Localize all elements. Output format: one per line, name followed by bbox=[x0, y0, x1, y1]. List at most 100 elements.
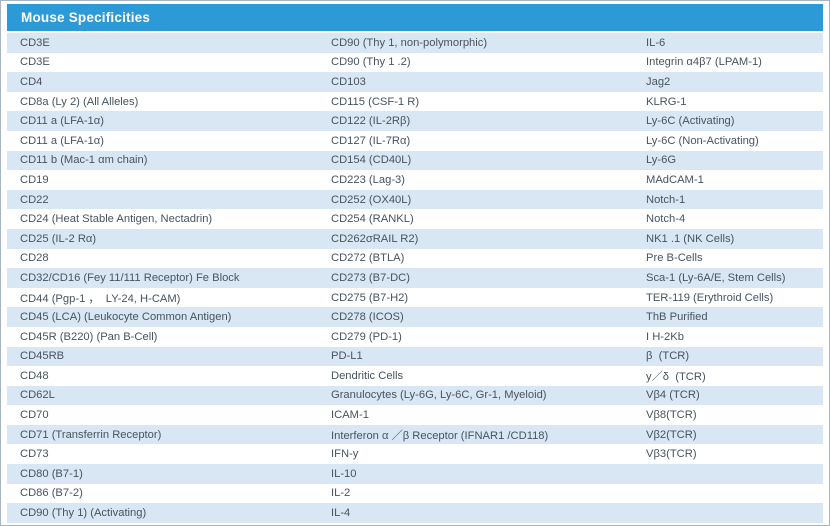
table-cell: CD11 a (LFA-1α) bbox=[20, 115, 104, 128]
table-cell: ThB Purified bbox=[646, 311, 708, 324]
table-row: CD4 CD103 Jag2 bbox=[7, 72, 823, 92]
table-cell: CD262σRAIL R2) bbox=[331, 232, 419, 245]
table-cell: CD103 bbox=[331, 75, 366, 88]
table-body: CD3E CD90 (Thy 1, non-polymorphic) IL-6 CD3… bbox=[7, 33, 823, 523]
table-cell: Ly-6C (Non-Activating) bbox=[646, 134, 759, 147]
table-cell: CD45 (LCA) (Leukocyte Common Antigen) bbox=[20, 311, 232, 324]
table-cell: CD11 b (Mac-1 αm chain) bbox=[20, 154, 148, 167]
table-row: CD11 b (Mac-1 αm chain) CD154 (CD40L) Ly-6… bbox=[7, 150, 823, 171]
table-row: CD28 CD272 (BTLA) Pre B-Cells bbox=[7, 248, 823, 269]
table-row: CD8a (Ly 2) (All Alleles) CD115 (CSF-1 R)… bbox=[7, 91, 823, 112]
table-cell: Interferon α ／β Receptor (IFNAR1 /CD118) bbox=[331, 429, 549, 442]
table-cell: CD45R (B220) (Pan B-Cell) bbox=[20, 330, 158, 343]
table-cell: CD223 (Lag-3) bbox=[331, 173, 405, 186]
table-row: CD25 (IL-2 Rα) CD262σRAIL R2) NK1 .1 (NK C… bbox=[7, 228, 823, 249]
table-cell: PD-L1 bbox=[331, 350, 363, 363]
table-cell: Jag2 bbox=[646, 75, 671, 88]
table-cell: CD8a (Ly 2) (All Alleles) bbox=[20, 95, 139, 108]
table-cell: Vβ3(TCR) bbox=[646, 448, 697, 461]
table-row: CD3E CD90 (Thy 1 .2) Integrin α4β7 (LPAM-1… bbox=[7, 52, 823, 73]
table-cell: CD252 (OX40L) bbox=[331, 193, 412, 206]
table-row: CD24 (Heat Stable Antigen, Nectadrin) CD2… bbox=[7, 209, 823, 229]
table-cell: ICAM-1 bbox=[331, 409, 369, 422]
table-cell: CD19 bbox=[20, 173, 49, 186]
table-cell: CD45RB bbox=[20, 350, 65, 363]
table-cell: CD22 bbox=[20, 193, 49, 206]
table-row: CD71 (Transferrin Receptor) Interferon α … bbox=[7, 424, 823, 445]
table-cell: CD28 bbox=[20, 252, 49, 265]
table-cell: CD3E bbox=[20, 36, 50, 49]
table-cell: IL-6 bbox=[646, 36, 666, 49]
table-cell: y／δ (TCR) bbox=[646, 370, 706, 383]
table-cell: Vβ4 (TCR) bbox=[646, 389, 700, 402]
table-cell: CD25 (IL-2 Rα) bbox=[20, 232, 97, 245]
table-row: CD11 a (LFA-1α) CD122 (IL-2Rβ) Ly-6C (Acti… bbox=[7, 111, 823, 131]
table-cell: CD62L bbox=[20, 389, 55, 402]
table-cell: Pre B-Cells bbox=[646, 252, 703, 265]
table-cell: I H-2Kb bbox=[646, 330, 684, 343]
table-row: CD32/CD16 (Fey 11/111 Receptor) Fe Block… bbox=[7, 268, 823, 288]
table-cell: CD32/CD16 (Fey 11/111 Receptor) Fe Block bbox=[20, 271, 240, 284]
table-cell: Sca-1 (Ly-6A/E, Stem Cells) bbox=[646, 271, 786, 284]
table-cell: CD24 (Heat Stable Antigen, Nectadrin) bbox=[20, 213, 213, 226]
table-cell: IL-4 bbox=[331, 507, 351, 520]
table-row: CD45RB PD-L1 β (TCR) bbox=[7, 346, 823, 367]
table-row: CD45 (LCA) (Leukocyte Common Antigen) CD2… bbox=[7, 307, 823, 327]
table-cell: TER-119 (Erythroid Cells) bbox=[646, 291, 774, 304]
table-cell: CD90 (Thy 1) (Activating) bbox=[20, 507, 147, 520]
table-cell: CD73 bbox=[20, 448, 49, 461]
table-title: Mouse Specificities bbox=[21, 10, 151, 25]
table-cell: CD90 (Thy 1, non-polymorphic) bbox=[331, 36, 488, 49]
table-cell: Vβ2(TCR) bbox=[646, 428, 697, 441]
table-cell: CD275 (B7-H2) bbox=[331, 291, 409, 304]
table-header: Mouse Specificities bbox=[7, 4, 823, 31]
table-row: CD11 a (LFA-1α) CD127 (IL-7Rα) Ly-6C (Non-… bbox=[7, 130, 823, 151]
table-cell: CD71 (Transferrin Receptor) bbox=[20, 428, 162, 441]
table-cell: IFN-y bbox=[331, 448, 359, 461]
table-cell: CD154 (CD40L) bbox=[331, 154, 412, 167]
table-cell: Ly-6G bbox=[646, 154, 677, 167]
table-row: CD22 CD252 (OX40L) Notch-1 bbox=[7, 189, 823, 210]
table-cell: Ly-6C (Activating) bbox=[646, 115, 735, 128]
table-row: CD48 Dendritic Cells y／δ (TCR) bbox=[7, 366, 823, 386]
table-cell: Notch-4 bbox=[646, 213, 686, 226]
table-row: CD3E CD90 (Thy 1, non-polymorphic) IL-6 bbox=[7, 33, 823, 53]
table-cell: β (TCR) bbox=[646, 350, 690, 363]
table-cell: Dendritic Cells bbox=[331, 369, 404, 382]
table-cell: CD3E bbox=[20, 56, 50, 69]
table-cell: IL-2 bbox=[331, 487, 351, 500]
table-cell: CD279 (PD-1) bbox=[331, 330, 402, 343]
table-row: CD44 (Pgp-1 ， LY-24, H-CAM) CD275 (B7-H2)… bbox=[7, 287, 823, 308]
table-row: CD70 ICAM-1 Vβ8(TCR) bbox=[7, 405, 823, 425]
table-cell: KLRG-1 bbox=[646, 95, 687, 108]
table-row: CD19 CD223 (Lag-3) MAdCAM-1 bbox=[7, 170, 823, 190]
table-cell: Notch-1 bbox=[646, 193, 686, 206]
table-row: CD90 (Thy 1) (Activating) IL-4 bbox=[7, 503, 823, 523]
table-row: CD73 IFN-y Vβ3(TCR) bbox=[7, 444, 823, 465]
table-cell: CD90 (Thy 1 .2) bbox=[331, 56, 411, 69]
table-cell: Integrin α4β7 (LPAM-1) bbox=[646, 56, 762, 69]
table-cell: CD70 bbox=[20, 409, 49, 422]
table-cell: CD273 (B7-DC) bbox=[331, 271, 410, 284]
table-cell: CD272 (BTLA) bbox=[331, 252, 405, 265]
table-cell: MAdCAM-1 bbox=[646, 173, 704, 186]
table-cell: CD48 bbox=[20, 369, 49, 382]
table-cell: Granulocytes (Ly-6G, Ly-6C, Gr-1, Myeloi… bbox=[331, 389, 547, 402]
table-cell: CD122 (IL-2Rβ) bbox=[331, 115, 411, 128]
table-cell: CD115 (CSF-1 R) bbox=[331, 95, 420, 108]
table-row: CD86 (B7-2) IL-2 bbox=[7, 483, 823, 504]
table-row: CD45R (B220) (Pan B-Cell) CD279 (PD-1) I H… bbox=[7, 326, 823, 347]
table-cell: CD127 (IL-7Rα) bbox=[331, 134, 411, 147]
table-cell: NK1 .1 (NK Cells) bbox=[646, 232, 735, 245]
table-cell: CD254 (RANKL) bbox=[331, 213, 414, 226]
table-row: CD62L Granulocytes (Ly-6G, Ly-6C, Gr-1, M… bbox=[7, 385, 823, 406]
table-cell: Vβ8(TCR) bbox=[646, 409, 697, 422]
table-cell: CD278 (ICOS) bbox=[331, 311, 404, 324]
table-cell: IL-10 bbox=[331, 467, 357, 480]
table-cell: CD44 (Pgp-1 ， LY-24, H-CAM) bbox=[20, 292, 181, 305]
table-cell: CD86 (B7-2) bbox=[20, 487, 83, 500]
table-row: CD80 (B7-1) IL-10 bbox=[7, 464, 823, 484]
table-cell: CD4 bbox=[20, 75, 43, 88]
table-cell: CD11 a (LFA-1α) bbox=[20, 134, 104, 147]
